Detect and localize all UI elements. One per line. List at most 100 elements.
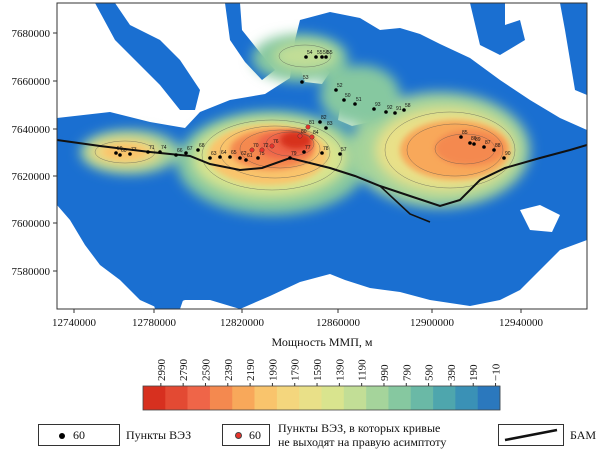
vez-red-point [269, 143, 275, 149]
colorbar-label: 390 [446, 364, 458, 381]
colorbar-swatch [366, 386, 389, 410]
vez-point-label: 68 [199, 143, 205, 149]
legend-red-point-marker [235, 432, 242, 439]
vez-point [238, 156, 242, 160]
vez-red-point-label: 84 [313, 130, 319, 136]
vez-point [402, 108, 406, 112]
vez-point-label: 92 [387, 105, 393, 111]
vez-point-label: 73 [131, 147, 137, 153]
colorbar-swatch [299, 386, 322, 410]
colorbar-swatch [187, 386, 211, 410]
vez-point-label: 61 [247, 153, 253, 159]
vez-point-label: 64 [221, 150, 227, 156]
colorbar-swatch [410, 386, 434, 410]
colorbar-swatch [455, 386, 478, 410]
colorbar-border [142, 385, 501, 411]
colorbar-swatch [388, 386, 412, 410]
y-tick-label: 7640000 [12, 124, 51, 136]
thickness-surface [80, 34, 530, 215]
vez-point [256, 156, 260, 160]
bam-railway-line [57, 139, 587, 208]
vez-point [393, 111, 397, 115]
colorbar-label: 2990 [156, 359, 168, 382]
vez-point [320, 151, 324, 155]
vez-point-label: 58 [405, 103, 411, 109]
vez-point [196, 148, 200, 152]
vez-point-label: 54 [307, 50, 313, 56]
colorbar-label: 190 [468, 364, 480, 381]
x-tick-label: 12820000 [220, 317, 265, 329]
vez-point [174, 153, 178, 157]
colorbar-label: −10 [491, 363, 503, 381]
x-tick-label: 12860000 [316, 317, 361, 329]
vez-red-point-label: 72 [263, 143, 269, 149]
x-axis: 12740000 12780000 12820000 12860000 12900000… [52, 309, 544, 329]
colorbar-label: 590 [424, 364, 436, 381]
vez-point-label: 82 [321, 115, 327, 121]
vez-red-point-label: 81 [309, 120, 315, 126]
vez-point [472, 142, 476, 146]
vez-point [318, 120, 322, 124]
y-tick-label: 7600000 [12, 218, 51, 230]
colorbar-label: 1590 [312, 359, 324, 382]
colorbar-label: 1790 [290, 359, 302, 382]
colorbar-label: 790 [401, 364, 413, 381]
vez-point [468, 141, 472, 145]
colorbar-swatch [477, 386, 501, 410]
vez-point [482, 145, 486, 149]
vez-point-label: 53 [303, 75, 309, 81]
colorbar-swatch [232, 386, 255, 410]
vez-point [459, 135, 463, 139]
land-island [520, 205, 560, 232]
vez-red-point-label: 80 [301, 129, 307, 135]
y-axis: 7680000 7660000 7640000 7620000 7600000 75800… [12, 28, 57, 278]
vez-point-label: 75 [259, 151, 265, 157]
legend-point-sample: 60 [73, 428, 85, 442]
colorbar-label: 1190 [357, 359, 369, 381]
vez-point-label: 55 [327, 50, 333, 56]
x-axis-title: Мощность ММП, м [272, 335, 373, 349]
colorbar-label: 1990 [267, 359, 279, 382]
vez-point [128, 152, 132, 156]
vez-point-label: 50 [345, 93, 351, 99]
vez-point-label: 56 [323, 50, 329, 56]
vez-point-label: 91 [396, 106, 402, 112]
legend-red-point-label-line1: Пункты ВЭЗ, в которых кривые [278, 421, 441, 435]
colorbar-swatch [143, 386, 166, 410]
vez-red-point [249, 147, 255, 153]
vez-point-label: 87 [485, 140, 491, 146]
vez-point-label: 77 [305, 145, 311, 151]
vez-point-label: 52 [337, 83, 343, 89]
vez-point-label: 60 [121, 148, 127, 154]
y-tick-label: 7680000 [12, 28, 51, 40]
vez-point [334, 88, 338, 92]
water-arm-northwest [95, 3, 200, 110]
colorbar-label: 990 [379, 364, 391, 381]
map-border [56, 2, 588, 310]
vez-point [372, 107, 376, 111]
water-arm-northeast [470, 3, 525, 55]
legend-bam [498, 424, 564, 446]
legend-red-point-sample: 60 [249, 428, 261, 442]
vez-point [320, 55, 324, 59]
vez-point-label: 62 [241, 151, 247, 157]
colorbar-label: 1390 [334, 359, 346, 382]
vez-point-label: 93 [375, 102, 381, 108]
colorbar-swatch [433, 386, 456, 410]
vez-point-label: 89 [475, 137, 481, 143]
vez-point [184, 151, 188, 155]
vez-point-label: 83 [327, 121, 333, 127]
vez-red-point [309, 134, 315, 140]
legend-point-marker [59, 433, 65, 439]
vez-red-point [297, 133, 303, 139]
colorbar-label: 2190 [245, 359, 257, 382]
colorbar-swatch [254, 386, 278, 410]
y-tick-label: 7660000 [12, 76, 51, 88]
colorbar-label: 2590 [200, 359, 212, 382]
vez-point-label: 88 [495, 143, 501, 149]
vez-point-label: 78 [323, 146, 329, 152]
vez-point [338, 152, 342, 156]
vez-point-label: 90 [505, 151, 511, 157]
